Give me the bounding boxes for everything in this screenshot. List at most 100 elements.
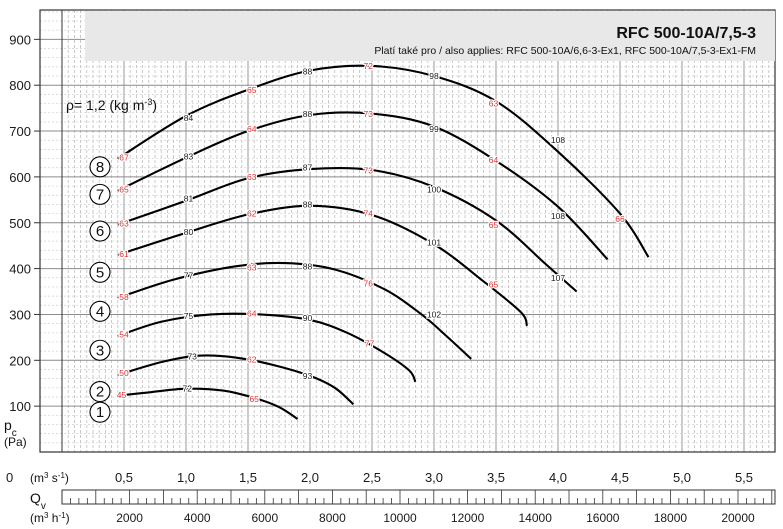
curve-label-red: 65 <box>489 280 499 290</box>
curve-label-red: 62 <box>247 354 257 364</box>
speed-marker-circle <box>89 156 111 178</box>
y-tick-label: 600 <box>9 170 31 185</box>
curve-label-black: 93 <box>303 371 313 381</box>
x2-tick-label: 10000 <box>383 511 417 525</box>
curve-label-black: 88 <box>303 199 313 209</box>
x2-tick-label: 6000 <box>251 511 278 525</box>
curve-label-black: 102 <box>427 309 441 319</box>
curve-label-black: 81 <box>184 193 194 203</box>
speed-marker-7: 7 <box>89 183 111 205</box>
speed-marker-5: 5 <box>89 261 111 283</box>
curve-label-black: 72 <box>183 384 193 394</box>
curve-speed-1 <box>117 387 299 420</box>
speed-marker-circle <box>89 220 111 242</box>
x2-tick-label: 4000 <box>184 511 211 525</box>
curve-label-red: 76 <box>364 278 374 288</box>
speed-marker-1: 1 <box>89 401 111 423</box>
x-tick-label: 3,0 <box>425 470 443 485</box>
curve-speed-2 <box>117 354 355 406</box>
curve-label-black: 108 <box>551 211 565 221</box>
speed-marker-label: 8 <box>96 159 104 176</box>
x2-tick-label: 2000 <box>116 511 143 525</box>
curve-label-black: 87 <box>303 163 313 173</box>
curve-label-red: 65 <box>119 185 129 195</box>
x2-tick-label: 20000 <box>721 511 755 525</box>
x-axis-zero: 0 <box>6 470 13 485</box>
x-tick-label: 0,5 <box>115 470 133 485</box>
curve-label-black: 88 <box>303 66 313 76</box>
curve-label-red: 63 <box>247 172 257 182</box>
x2-tick-label: 12000 <box>451 511 485 525</box>
chart-title: RFC 500-10A/7,5-3 <box>616 25 756 42</box>
speed-marker-label: 5 <box>96 264 104 281</box>
x2-tick-label: 8000 <box>319 511 346 525</box>
curve-label-red: 61 <box>119 249 129 259</box>
y-tick-label: 800 <box>9 78 31 93</box>
x-tick-label: 3,5 <box>487 470 505 485</box>
speed-marker-circle <box>89 300 111 322</box>
curve-label-red: 62 <box>247 209 257 219</box>
x-axis-unit-m3s: (m3 s-1) <box>30 471 69 486</box>
curve-label-red: 73 <box>364 109 374 119</box>
density-label: ρ= 1,2 (kg m-3) <box>66 97 157 113</box>
curve-label-red: 66 <box>615 214 625 224</box>
curve-label-black: 108 <box>551 135 565 145</box>
x-tick-label: 4,5 <box>611 470 629 485</box>
y-tick-label: 100 <box>9 399 31 414</box>
speed-marker-4: 4 <box>89 300 111 322</box>
curve-label-red: 54 <box>119 330 129 340</box>
x-tick-label: 2,5 <box>363 470 381 485</box>
speed-marker-circle <box>89 261 111 283</box>
y-axis-ticks: 100 200 300 400 500 600 700 800 900 <box>9 32 31 414</box>
curve-label-black: 98 <box>429 71 439 81</box>
speed-marker-circle <box>89 401 111 423</box>
curve-label-red: 67 <box>119 153 129 163</box>
x-tick-label: 1,5 <box>239 470 257 485</box>
curve-label-red: 58 <box>119 292 129 302</box>
curve-speed-3 <box>117 312 417 383</box>
speed-markers: 1 2 3 4 5 6 7 8 <box>89 156 111 423</box>
curve-label-red: 74 <box>364 209 374 219</box>
speed-marker-2: 2 <box>89 380 111 403</box>
curve-speed-8 <box>117 64 650 258</box>
speed-marker-circle <box>89 183 111 205</box>
x-axis-m3s: 0 (m3 s-1) 0,5 1,0 1,5 2,0 2,5 3,0 3,5 4,0 4,5 5,0 5… <box>6 470 753 485</box>
speed-marker-circle <box>89 380 111 403</box>
x-tick-label: 5,0 <box>673 470 691 485</box>
x-axis-unit-m3h: (m3 h-1) <box>30 511 70 526</box>
y-tick-label: 500 <box>9 216 31 231</box>
plot-border <box>39 9 776 453</box>
curve-label-black: 84 <box>184 113 194 123</box>
curve-label-red: 65 <box>249 394 259 404</box>
speed-marker-label: 3 <box>96 342 104 359</box>
x-tick-label: 2,0 <box>301 470 319 485</box>
curve-label-black: 83 <box>184 151 194 161</box>
curve-label-red: 77 <box>365 338 375 348</box>
speed-marker-8: 8 <box>89 156 111 178</box>
curve-speed-7 <box>117 111 609 261</box>
curve-label-red: 63 <box>489 99 499 109</box>
x2-tick-label: 18000 <box>654 511 688 525</box>
curve-label-black: 107 <box>551 273 565 283</box>
speed-marker-label: 7 <box>96 186 104 203</box>
curve-speed-4 <box>117 261 472 360</box>
y-tick-label: 700 <box>9 124 31 139</box>
curve-label-red: 64 <box>247 124 257 134</box>
curve-label-black: 99 <box>429 124 439 134</box>
x2-tick-label: 16000 <box>586 511 620 525</box>
curve-label-black: 80 <box>184 227 194 237</box>
x-tick-label: 1,0 <box>177 470 195 485</box>
x2-tick-label: 14000 <box>519 511 553 525</box>
m3h-ruler <box>61 489 776 505</box>
fan-curves <box>117 64 650 420</box>
y-tick-label: 900 <box>9 32 31 47</box>
curve-labels: 45 72 65 50 73 62 93 54 75 64 90 77 58 77 63 88 76 102 61 8… <box>116 60 627 405</box>
x-tick-label: 5,5 <box>735 470 753 485</box>
y-axis-symbol: pc <box>4 417 17 439</box>
speed-marker-label: 6 <box>96 223 104 240</box>
title-box: RFC 500-10A/7,5-3 Platí také pro / also … <box>85 11 775 61</box>
curve-label-red: 65 <box>489 220 499 230</box>
y-tick-label: 400 <box>9 262 31 277</box>
speed-marker-label: 4 <box>96 303 104 320</box>
